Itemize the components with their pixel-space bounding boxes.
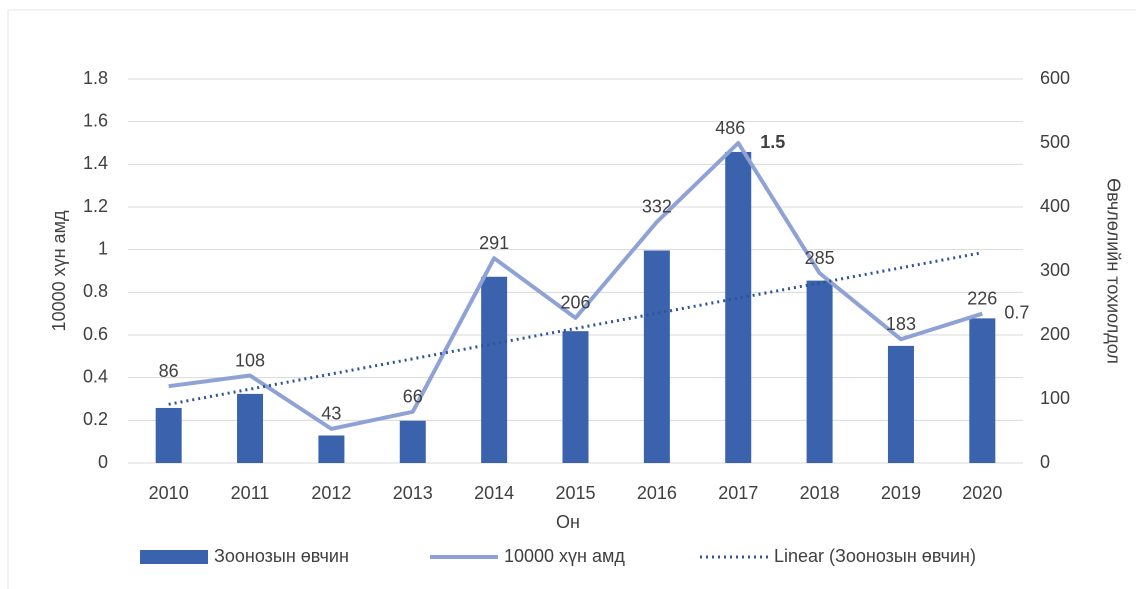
y2-tick-label: 400 xyxy=(1040,196,1070,216)
y-tick-label: 1.8 xyxy=(83,68,108,88)
bar-value-label: 285 xyxy=(805,248,835,268)
line xyxy=(168,141,983,431)
x-tick-label: 2015 xyxy=(555,483,595,503)
x-tick-label: 2012 xyxy=(311,483,351,503)
y2-tick-label: 200 xyxy=(1040,324,1070,344)
y-axis-title: 10000 хүн амд xyxy=(49,210,69,331)
x-tick-label: 2010 xyxy=(149,483,189,503)
y-tick-label: 0.4 xyxy=(83,366,108,386)
legend-label: Linear (Зоонозын өвчин) xyxy=(774,546,976,566)
x-tick-label: 2016 xyxy=(637,483,677,503)
bar xyxy=(237,393,264,463)
x-tick-label: 2019 xyxy=(881,483,921,503)
bar xyxy=(969,318,996,463)
y-tick-label: 0.6 xyxy=(83,324,108,344)
bar xyxy=(155,407,182,463)
x-tick-label: 2020 xyxy=(962,483,1002,503)
bar-value-label: 332 xyxy=(642,197,672,217)
y-tick-label: 0 xyxy=(98,452,108,472)
y-tick-label: 0.8 xyxy=(83,281,108,301)
y2-tick-label: 300 xyxy=(1040,260,1070,280)
bar-value-label: 226 xyxy=(967,288,997,308)
line-value-label: 1.5 xyxy=(760,132,785,152)
y2-tick-label: 600 xyxy=(1040,68,1070,88)
legend-swatch xyxy=(140,550,208,564)
x-tick-label: 2017 xyxy=(718,483,758,503)
bar-value-label: 183 xyxy=(886,314,916,334)
bar-value-label: 291 xyxy=(479,233,509,253)
x-axis-title: Он xyxy=(556,512,580,532)
bar-value-label: 206 xyxy=(560,293,590,313)
bar-value-label: 66 xyxy=(403,387,423,407)
bar xyxy=(318,435,345,463)
y2-tick-label: 100 xyxy=(1040,388,1070,408)
bar xyxy=(887,345,914,463)
y2-axis-title: Өвчлөлийн тохиолдол xyxy=(1103,178,1123,364)
x-tick-label: 2018 xyxy=(800,483,840,503)
y-tick-label: 1 xyxy=(98,238,108,258)
line-value-label: 0.7 xyxy=(1004,302,1029,322)
bar xyxy=(562,331,589,463)
bar xyxy=(725,151,752,463)
bar-value-label: 486 xyxy=(715,118,745,138)
legend-label: Зоонозын өвчин xyxy=(214,546,349,566)
bar xyxy=(643,250,670,463)
bar xyxy=(481,276,508,463)
bar xyxy=(399,420,426,463)
y2-tick-label: 500 xyxy=(1040,132,1070,152)
bar-value-label: 86 xyxy=(159,361,179,381)
bar-value-label: 43 xyxy=(321,404,341,424)
x-tick-label: 2014 xyxy=(474,483,514,503)
x-tick-label: 2013 xyxy=(393,483,433,503)
y2-tick-label: 0 xyxy=(1040,452,1050,472)
y-tick-label: 1.4 xyxy=(83,153,108,173)
bar-value-label: 108 xyxy=(235,350,265,370)
y-tick-label: 1.6 xyxy=(83,110,108,130)
y-tick-label: 0.2 xyxy=(83,409,108,429)
bar xyxy=(806,280,833,463)
y-tick-label: 1.2 xyxy=(83,196,108,216)
legend-label: 10000 хүн амд xyxy=(504,546,625,566)
x-tick-label: 2011 xyxy=(231,483,270,503)
